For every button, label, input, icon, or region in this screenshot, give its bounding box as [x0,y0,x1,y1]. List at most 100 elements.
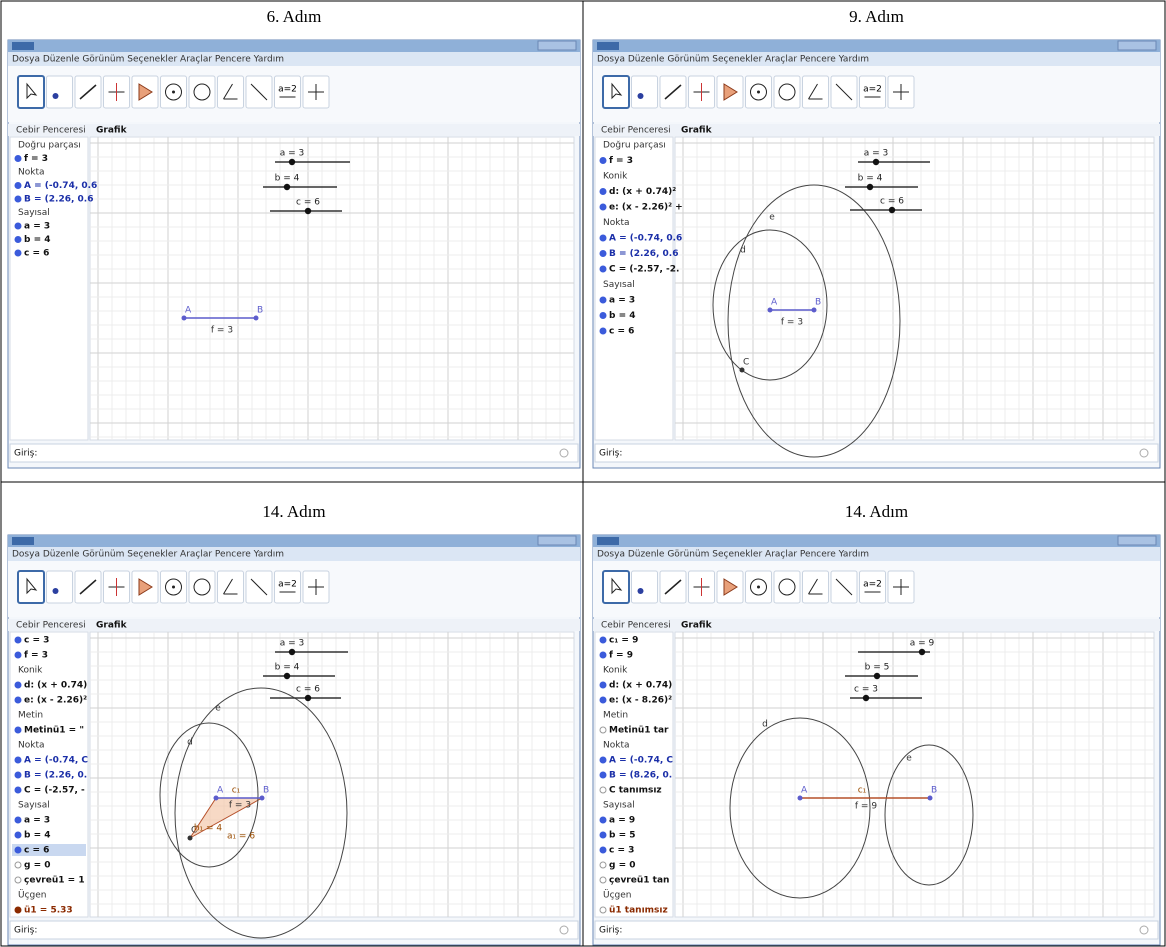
visibility-dot[interactable] [600,652,606,658]
slider-label: b = 4 [858,174,883,184]
menu: Dosya Düzenle Görünüm Seçenekler Araçlar… [597,55,869,65]
point[interactable] [768,308,773,313]
tool-button[interactable] [632,76,658,108]
visibility-dot[interactable] [600,772,606,778]
visibility-dot[interactable] [15,682,21,688]
algebra-item: f = 3 [24,651,48,661]
window-controls[interactable] [538,41,576,50]
window-controls[interactable] [538,536,576,545]
app-icon [12,537,34,545]
algebra-item: A = (-0.74, C [24,756,88,766]
visibility-dot[interactable] [15,196,21,202]
visibility-dot[interactable] [600,697,606,703]
algebra-item: f = 3 [609,156,633,166]
visibility-dot[interactable] [600,235,606,241]
visibility-dot[interactable] [15,237,21,243]
slider-knob[interactable] [873,159,879,165]
visibility-dot[interactable] [600,817,606,823]
point[interactable] [182,316,187,321]
point[interactable] [740,368,745,373]
tool-button[interactable] [47,571,73,603]
window-controls[interactable] [1118,41,1156,50]
visibility-dot[interactable] [15,907,21,913]
visibility-dot[interactable] [15,652,21,658]
tool-button[interactable] [803,76,829,108]
visibility-dot[interactable] [15,772,21,778]
slider-knob[interactable] [305,695,311,701]
algebra-item: Üçgen [18,890,47,901]
tool-button[interactable] [774,571,800,603]
input-bar [595,444,1158,462]
tool-button[interactable] [218,76,244,108]
visibility-dot[interactable] [600,189,606,195]
input-label: Giriş: [599,926,622,936]
input-bar [595,921,1158,939]
visibility-dot[interactable] [600,682,606,688]
point[interactable] [254,316,259,321]
tool-button[interactable] [218,571,244,603]
tool-button[interactable] [632,571,658,603]
visibility-dot[interactable] [600,328,606,334]
point[interactable] [214,796,219,801]
slider-knob[interactable] [289,649,295,655]
slider-knob[interactable] [867,184,873,190]
panel-caption: 14. Adım [845,502,908,521]
tool-button[interactable] [803,571,829,603]
window-controls[interactable] [1118,536,1156,545]
slider-label: c = 6 [296,685,320,695]
visibility-dot[interactable] [600,251,606,257]
visibility-dot[interactable] [600,266,606,272]
app-icon [597,537,619,545]
visibility-dot[interactable] [600,297,606,303]
point[interactable] [260,796,265,801]
visibility-dot[interactable] [15,847,21,853]
object-label: e [769,213,775,223]
point[interactable] [188,836,193,841]
visibility-dot[interactable] [600,637,606,643]
slider-knob[interactable] [289,159,295,165]
visibility-dot[interactable] [600,313,606,319]
slider-knob[interactable] [874,673,880,679]
point[interactable] [812,308,817,313]
tool-button[interactable] [47,76,73,108]
point[interactable] [928,796,933,801]
visibility-dot[interactable] [600,832,606,838]
object-label: e [906,754,912,764]
slider-knob[interactable] [305,208,311,214]
view-header [8,619,580,631]
algebra-item: g = 0 [24,861,51,871]
object-label: c₁ [232,786,241,796]
slider-label: b = 5 [865,663,890,673]
object-label: f = 3 [211,326,233,336]
slider-knob[interactable] [284,673,290,679]
tool-button[interactable] [774,76,800,108]
algebra-view-title: Cebir Penceresi [601,126,671,136]
algebra-item: Metin [18,711,43,721]
slider-knob[interactable] [919,649,925,655]
slider-knob[interactable] [863,695,869,701]
visibility-dot[interactable] [15,183,21,189]
visibility-dot[interactable] [600,158,606,164]
graphics-view-title: Grafik [681,126,713,136]
visibility-dot[interactable] [600,757,606,763]
visibility-dot[interactable] [15,817,21,823]
view-header [593,124,1160,136]
visibility-dot[interactable] [15,832,21,838]
slider-knob[interactable] [889,207,895,213]
visibility-dot[interactable] [15,727,21,733]
point[interactable] [798,796,803,801]
slider-knob[interactable] [284,184,290,190]
tool-button[interactable] [189,571,215,603]
visibility-dot[interactable] [15,757,21,763]
visibility-dot[interactable] [15,787,21,793]
visibility-dot[interactable] [600,847,606,853]
visibility-dot[interactable] [600,204,606,210]
visibility-dot[interactable] [15,250,21,256]
visibility-dot[interactable] [15,697,21,703]
visibility-dot[interactable] [15,223,21,229]
geogebra-window: Dosya Düzenle Görünüm Seçenekler Araçlar… [593,535,1160,945]
geogebra-window: Dosya Düzenle Görünüm Seçenekler Araçlar… [593,40,1160,468]
tool-button[interactable] [189,76,215,108]
visibility-dot[interactable] [15,637,21,643]
visibility-dot[interactable] [15,156,21,162]
